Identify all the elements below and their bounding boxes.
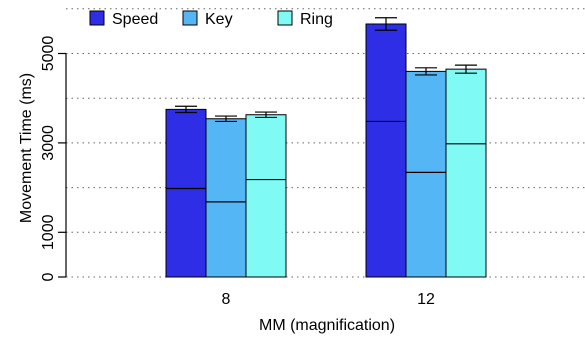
y-axis-title: Movement Time (ms) <box>18 73 35 223</box>
x-tick-label: 8 <box>222 291 231 308</box>
bar-speed <box>365 23 407 278</box>
legend-label: Ring <box>300 11 333 28</box>
y-tick-label: 5000 <box>40 36 57 72</box>
y-tick-label: 0 <box>40 272 57 281</box>
bar-key <box>205 118 247 278</box>
bar-speed <box>165 108 207 278</box>
x-axis-title: MM (magnification) <box>259 317 395 334</box>
y-tick-label: 3000 <box>40 125 57 161</box>
legend-label: Key <box>205 11 233 28</box>
x-tick-label: 12 <box>417 291 435 308</box>
legend-label: Speed <box>112 11 158 28</box>
legend-swatch <box>89 10 105 26</box>
grid-lines <box>66 8 585 278</box>
bar-ring <box>245 114 287 278</box>
bars-group <box>165 17 487 278</box>
y-axis: 0 1000 3000 5000 <box>40 36 67 281</box>
bar-ring <box>445 68 487 278</box>
x-axis: 8 12 <box>222 291 435 308</box>
legend-swatch <box>277 10 293 26</box>
legend-swatch <box>182 10 198 26</box>
bar-key <box>405 70 447 278</box>
legend: Speed Key Ring <box>89 10 333 28</box>
y-tick-label: 1000 <box>40 214 57 250</box>
